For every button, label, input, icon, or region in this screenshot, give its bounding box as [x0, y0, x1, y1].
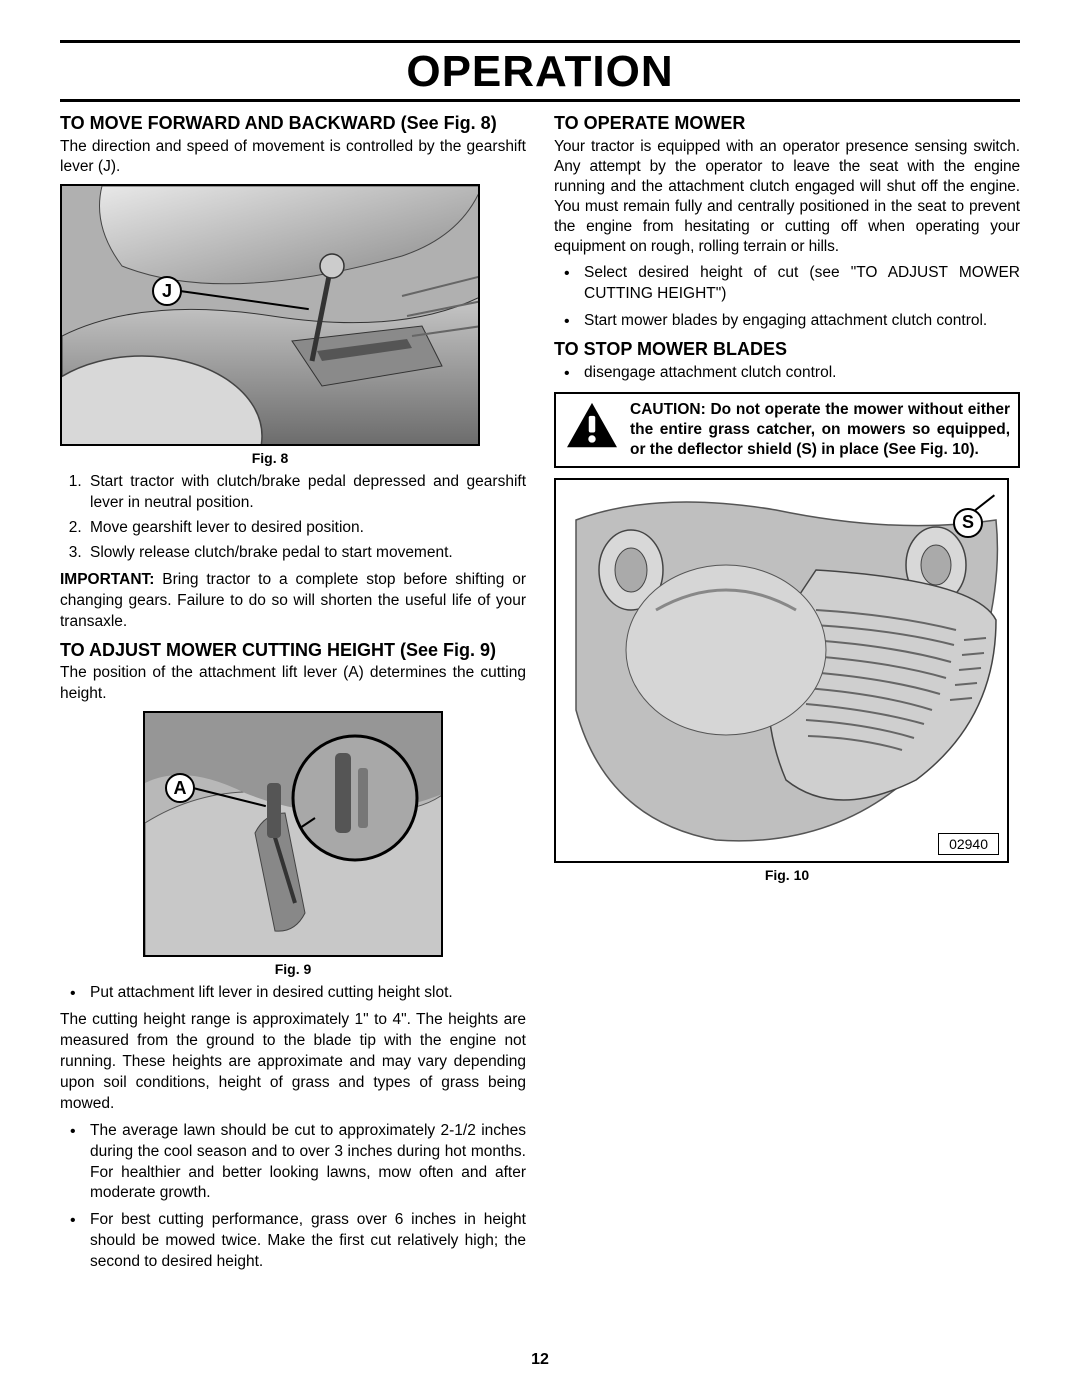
- bullet-put-lever: Put attachment lift lever in desired cut…: [60, 983, 526, 1004]
- heading-cutting-height: TO ADJUST MOWER CUTTING HEIGHT (See Fig.…: [60, 639, 526, 662]
- figure-9-svg: [145, 713, 443, 957]
- right-column: TO OPERATE MOWER Your tractor is equippe…: [554, 110, 1020, 1279]
- bullet-lift-lever: Put attachment lift lever in desired cut…: [60, 983, 526, 1004]
- page-title: OPERATION: [60, 47, 1020, 97]
- figure-8-svg: [62, 186, 480, 446]
- para-lift-lever: The position of the attachment lift leve…: [60, 663, 526, 705]
- bullet-avg-lawn: The average lawn should be cut to approx…: [60, 1121, 526, 1205]
- step-3: Slowly release clutch/brake pedal to sta…: [86, 543, 526, 564]
- caution-box: CAUTION: Do not operate the mower withou…: [554, 392, 1020, 468]
- important-label: IMPORTANT:: [60, 571, 154, 588]
- figure-10-svg: [556, 480, 1009, 863]
- step-2: Move gearshift lever to desired position…: [86, 518, 526, 539]
- fig9-caption: Fig. 9: [60, 961, 526, 977]
- caution-text: CAUTION: Do not operate the mower withou…: [630, 400, 1010, 460]
- warning-icon: [564, 400, 620, 452]
- important-note: IMPORTANT: Bring tractor to a complete s…: [60, 570, 526, 633]
- top-rule: [60, 40, 1020, 43]
- bullets-cutting-tips: The average lawn should be cut to approx…: [60, 1121, 526, 1273]
- bullet-disengage: disengage attachment clutch control.: [554, 363, 1020, 384]
- figure-9: A: [143, 711, 443, 957]
- fig10-caption: Fig. 10: [554, 867, 1020, 883]
- left-column: TO MOVE FORWARD AND BACKWARD (See Fig. 8…: [60, 110, 526, 1279]
- figure-10: S 02940: [554, 478, 1009, 863]
- steps-list: Start tractor with clutch/brake pedal de…: [60, 472, 526, 564]
- caution-label: CAUTION:: [630, 401, 706, 418]
- callout-a: A: [165, 773, 195, 803]
- step-1: Start tractor with clutch/brake pedal de…: [86, 472, 526, 514]
- content-columns: TO MOVE FORWARD AND BACKWARD (See Fig. 8…: [60, 110, 1020, 1279]
- bullet-start-blades: Start mower blades by engaging attachmen…: [554, 311, 1020, 332]
- heading-operate-mower: TO OPERATE MOWER: [554, 112, 1020, 135]
- fig8-caption: Fig. 8: [60, 450, 480, 466]
- bullet-select-height: Select desired height of cut (see "TO AD…: [554, 263, 1020, 305]
- heading-move-forward: TO MOVE FORWARD AND BACKWARD (See Fig. 8…: [60, 112, 526, 135]
- title-bottom-rule: [60, 99, 1020, 102]
- bullet-best-cutting: For best cutting performance, grass over…: [60, 1210, 526, 1273]
- para-gearshift: The direction and speed of movement is c…: [60, 137, 526, 179]
- heading-stop-blades: TO STOP MOWER BLADES: [554, 338, 1020, 361]
- fig10-number: 02940: [938, 833, 999, 855]
- figure-8: J: [60, 184, 480, 446]
- page-number: 12: [0, 1351, 1080, 1369]
- para-operator-presence: Your tractor is equipped with an operato…: [554, 137, 1020, 258]
- para-cutting-range: The cutting height range is approximatel…: [60, 1010, 526, 1115]
- bullets-operate: Select desired height of cut (see "TO AD…: [554, 263, 1020, 332]
- bullets-stop: disengage attachment clutch control.: [554, 363, 1020, 384]
- callout-s: S: [953, 508, 983, 538]
